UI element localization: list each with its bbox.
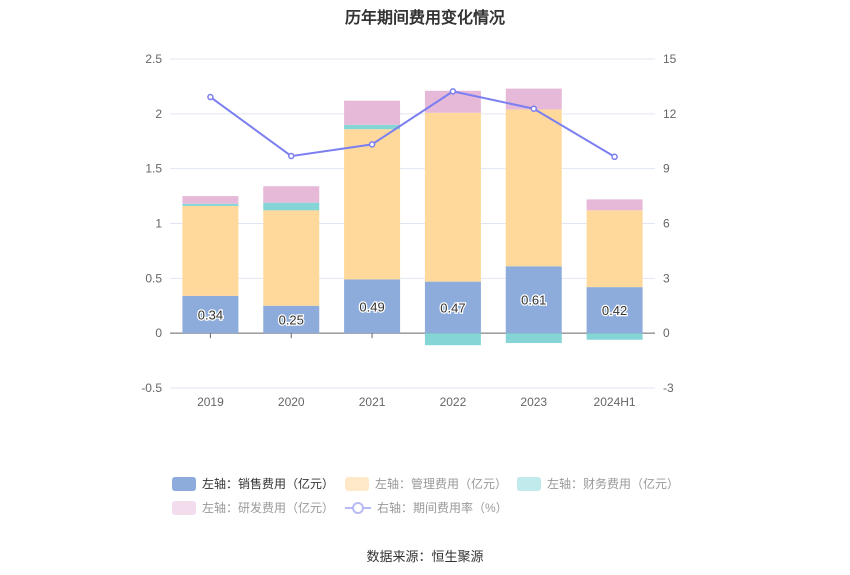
legend-label: 右轴：期间费用率（%） [377, 501, 508, 515]
bar-series3-2024H1 [586, 199, 643, 211]
data-label: 0.49 [359, 299, 384, 314]
legend-swatch [172, 476, 196, 491]
right-tick-label: 0 [663, 326, 670, 340]
bar-series3-2020 [263, 186, 320, 203]
legend-item[interactable]: 左轴：研发费用（亿元） [172, 499, 334, 516]
data-source: 数据来源：恒生聚源 [366, 549, 484, 564]
rate-point-2024H1 [611, 153, 618, 161]
bar-series2-2021 [344, 124, 401, 130]
legend-swatch [345, 501, 371, 515]
legend-item[interactable]: 左轴：财务费用（亿元） [517, 475, 679, 492]
rate-point-2022 [449, 88, 457, 95]
bar-series1-2024H1 [586, 210, 643, 288]
x-tick-label: 2022 [440, 395, 467, 409]
legend-swatch [345, 476, 369, 491]
left-tick-label: 0 [155, 326, 162, 340]
left-tick-label: 2.5 [145, 52, 162, 66]
bar-series2-2020 [263, 202, 320, 211]
x-tick-label: 2019 [197, 395, 224, 409]
x-tick-label: 2021 [359, 395, 386, 409]
data-label: 0.25 [279, 312, 304, 327]
bar-series0-2019 [182, 295, 239, 334]
right-tick-label: 3 [663, 271, 670, 285]
bar-series0-2022 [424, 281, 481, 334]
bar-series0-2024H1 [586, 287, 643, 334]
bar-series0-2023 [505, 266, 562, 334]
left-tick-label: 1.5 [145, 162, 162, 176]
data-label: 0.42 [602, 303, 627, 318]
bar-series1-2020 [263, 210, 320, 306]
rate-line [209, 90, 616, 158]
x-tick-label: 2024H1 [594, 395, 636, 409]
left-tick-label: 0.5 [145, 271, 162, 285]
legend-item[interactable]: 左轴：销售费用（亿元） [172, 475, 334, 492]
data-label: 0.61 [521, 293, 546, 308]
x-tick-label: 2020 [278, 395, 305, 409]
legend-label: 左轴：管理费用（亿元） [375, 477, 508, 491]
legend-swatch [172, 500, 196, 515]
legend-swatch [517, 476, 541, 491]
right-tick-label: 12 [663, 107, 677, 121]
x-tick-label: 2023 [520, 395, 547, 409]
data-label: 0.34 [198, 308, 223, 323]
data-label: 0.47 [440, 300, 465, 315]
bar-series3-2022 [424, 90, 481, 113]
left-tick-label: 1 [155, 217, 162, 231]
legend-item[interactable]: 右轴：期间费用率（%） [345, 499, 508, 516]
bar-series0-2021 [344, 279, 401, 334]
legend-label: 左轴：销售费用（亿元） [202, 477, 335, 491]
legend-label: 左轴：研发费用（亿元） [202, 501, 335, 515]
bar-series0-2020 [263, 305, 320, 334]
bar-series1-2019 [182, 205, 239, 296]
rate-point-2020 [288, 152, 295, 160]
legend-item[interactable]: 左轴：管理费用（亿元） [345, 475, 507, 492]
left-tick-label: 2 [155, 107, 162, 121]
right-tick-label: 15 [663, 52, 677, 66]
right-tick-label: 9 [663, 162, 670, 176]
chart-title: 历年期间费用变化情况 [344, 10, 505, 27]
left-tick-label: -0.5 [141, 381, 162, 395]
rate-point-2023 [530, 105, 537, 112]
rate-point-2019 [207, 93, 214, 101]
bar-series2-2024H1 [586, 333, 643, 340]
legend-label: 左轴：财务费用（亿元） [547, 477, 680, 491]
bar-series3-2021 [344, 100, 401, 125]
bar-series2-2022 [424, 333, 481, 346]
bar-series2-2019 [182, 203, 239, 206]
bar-series1-2023 [505, 109, 562, 267]
bar-series1-2022 [424, 112, 481, 282]
bar-series3-2023 [505, 88, 562, 110]
rate-point-2021 [368, 141, 376, 148]
bar-series3-2019 [182, 196, 239, 204]
bar-series2-2023 [505, 333, 562, 344]
bar-series1-2021 [344, 129, 401, 280]
right-tick-label: -3 [663, 381, 674, 395]
right-tick-label: 6 [663, 217, 670, 231]
